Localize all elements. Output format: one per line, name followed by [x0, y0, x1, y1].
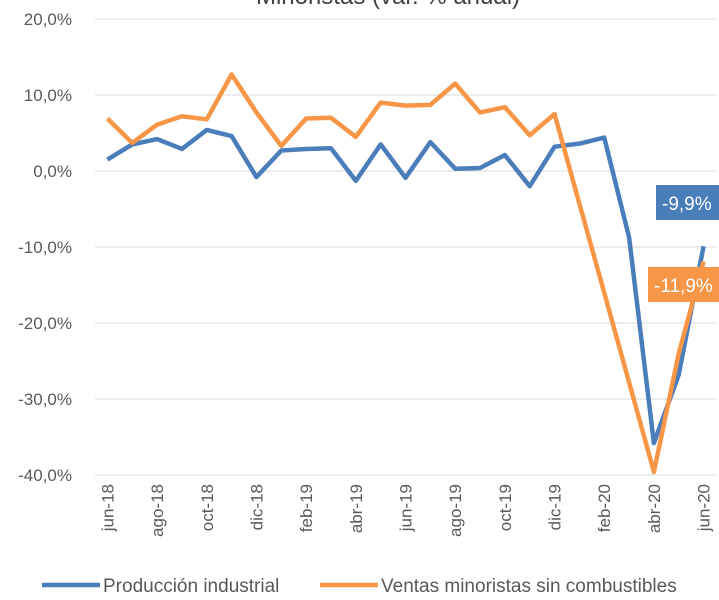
x-tick-label: jun-19 [397, 484, 416, 532]
value-label-text: -9,9% [662, 194, 712, 215]
value-label-text: -11,9% [654, 276, 713, 297]
y-tick-label: 10,0% [24, 86, 72, 105]
y-tick-label: 20,0% [24, 10, 72, 29]
x-tick-label: feb-19 [297, 484, 316, 532]
chart-title: Minoristas (var. % anual) [256, 0, 520, 10]
y-tick-label: -30,0% [18, 390, 72, 409]
series-line [106, 127, 706, 446]
legend-label: Producción industrial [103, 576, 279, 597]
x-tick-label: jun-20 [695, 484, 714, 532]
y-tick-label: -40,0% [18, 466, 72, 485]
y-tick-label: 0,0% [33, 162, 72, 181]
x-tick-label: oct-18 [198, 484, 217, 531]
y-tick-label: -20,0% [18, 314, 72, 333]
value-label: -11,9% [648, 267, 719, 302]
x-tick-label: ago-18 [148, 484, 167, 537]
value-label-box [656, 185, 719, 220]
x-tick-label: abr-20 [645, 484, 664, 533]
x-tick-label: oct-19 [496, 484, 515, 531]
x-tick-label: jun-18 [98, 484, 117, 532]
series-line [105, 72, 706, 475]
legend-label: Ventas minoristas sin combustibles [381, 576, 677, 597]
x-tick-label: ago-19 [446, 484, 465, 537]
x-tick-label: feb-20 [595, 484, 614, 532]
value-label: -9,9% [656, 185, 719, 220]
x-tick-label: dic-19 [546, 484, 565, 530]
x-tick-label: dic-18 [247, 484, 266, 530]
value-label-box [648, 267, 719, 302]
x-tick-label: abr-19 [347, 484, 366, 533]
y-tick-label: -10,0% [18, 238, 72, 257]
